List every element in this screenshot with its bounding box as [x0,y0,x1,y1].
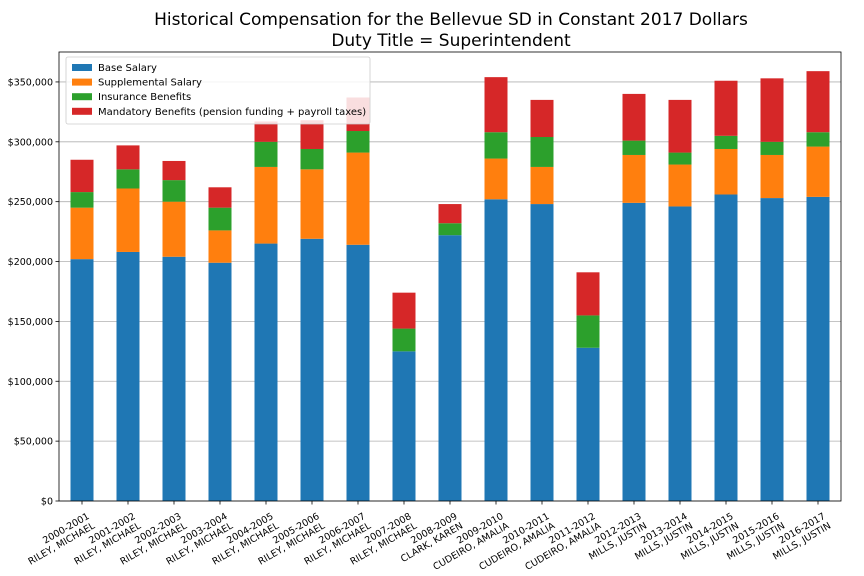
bar-segment [622,93,646,141]
bar-segment [668,99,692,153]
bar-segment [70,207,94,260]
bar-segment [254,243,278,501]
bar-segment [438,223,462,236]
bar-segment [392,328,416,352]
legend-swatch [72,93,92,101]
bar-segment [300,238,324,501]
plot-frame [58,51,842,502]
bar-segment [208,230,232,263]
bar-segment [576,347,600,501]
bar-segment [668,152,692,165]
y-tick-label: $350,000 [8,77,53,88]
bar-segment [116,145,140,170]
bars [70,71,830,502]
bar-segment [714,135,738,149]
bar-segment [576,315,600,348]
bar-segment [668,164,692,207]
bar-segment [162,256,186,501]
bar-segment [438,235,462,501]
bar-segment [622,202,646,501]
bar-segment [668,206,692,501]
legend: Base Salary Supplemental Salary Insurance … [65,56,371,125]
bar-segment [254,121,278,142]
bar-segment [622,140,646,155]
bar-segment [530,204,554,501]
bar-segment [484,199,508,501]
bar-segment [392,292,416,329]
bar-segment [162,201,186,257]
bar-segment [760,78,784,142]
bar-segment [484,132,508,159]
bar-segment [392,351,416,501]
legend-label: Mandatory Benefits (pension funding + pa… [98,107,366,118]
bar-segment [346,244,370,501]
bar-segment [760,198,784,502]
bar-segment [208,187,232,208]
y-tick-label: $0 [41,497,53,508]
bar-segment [70,159,94,193]
bar-segment [806,132,830,147]
bar-segment [622,154,646,203]
bar-segment [208,262,232,501]
bar-segment [208,207,232,231]
bar-segment [714,194,738,501]
bar-segment [116,251,140,501]
y-tick-label: $300,000 [8,137,53,148]
legend-label: Supplemental Salary [98,78,202,89]
bar-segment [806,196,830,502]
bar-segment [576,272,600,316]
bar-segment [300,169,324,239]
y-tick-label: $50,000 [14,437,53,448]
bar-segment [714,148,738,195]
bar-segment [530,166,554,205]
y-tick-label: $200,000 [8,257,53,268]
bar-segment [254,166,278,244]
bar-segment [438,204,462,224]
legend-swatch [72,64,92,71]
legend-swatch [72,78,92,86]
bar-segment [760,154,784,199]
legend-box [65,56,371,125]
y-tick-label: $250,000 [8,197,53,208]
legend-swatch [72,107,92,115]
legend-label: Base Salary [98,63,157,74]
bar-segment [760,141,784,155]
bar-segment [714,80,738,136]
bar-segment [806,71,830,133]
chart-subtitle: Duty Title = Superintendent [331,31,571,51]
bar-segment [346,152,370,245]
bar-segment [484,77,508,133]
bar-segment [530,137,554,167]
bar-segment [254,141,278,167]
bar-segment [116,188,140,252]
bar-segment [530,99,554,138]
bar-segment [300,120,324,149]
legend-label: Insurance Benefits [98,92,191,103]
bar-segment [162,180,186,202]
bar-segment [346,131,370,153]
y-tick-label: $100,000 [8,377,53,388]
bar-segment [162,160,186,181]
bar-segment [70,192,94,208]
bar-segment [484,158,508,200]
bar-segment [806,146,830,197]
bar-segment [300,148,324,170]
bar-segment [116,169,140,189]
y-tick-label: $150,000 [8,317,53,328]
bar-segment [70,259,94,501]
chart-title: Historical Compensation for the Bellevue… [154,10,748,30]
y-axis: $0 $50,000 $100,000 $150,000 $200,000 $250,00… [8,77,59,508]
